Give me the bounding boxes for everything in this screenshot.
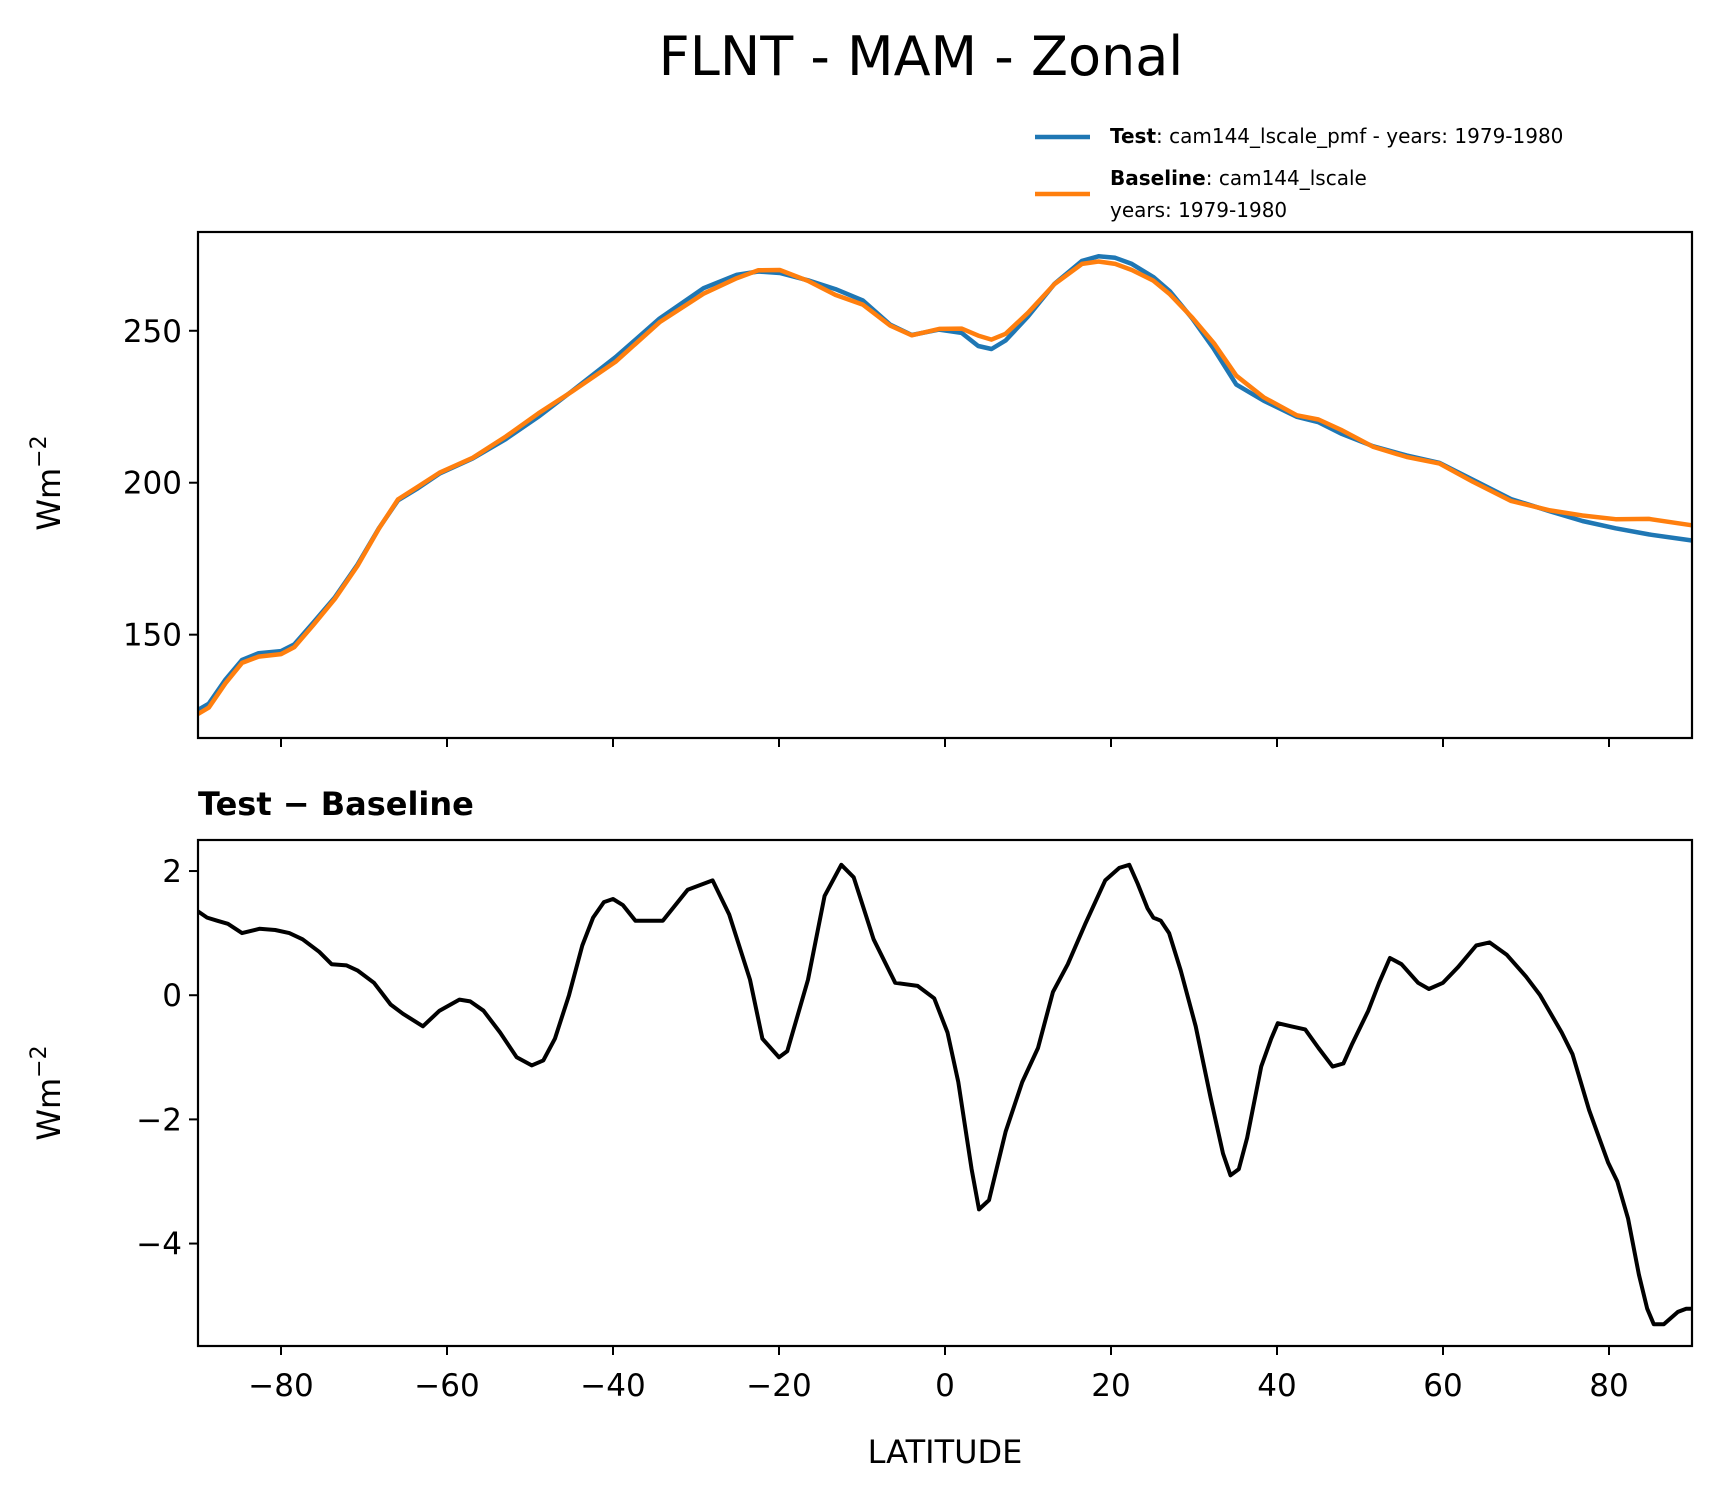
legend-baseline-label: Baseline: cam144_lscale [1110,166,1367,190]
y-tick-label: 200 [123,466,182,502]
top-ylabel-base: Wm [30,468,68,531]
x-tick-label: −60 [414,1368,479,1404]
x-tick-label: −20 [746,1368,811,1404]
legend-baseline-rest: : cam144_lscale [1206,166,1367,190]
x-tick-label: 40 [1257,1368,1296,1404]
y-tick-label: 250 [123,314,182,350]
y-tick-label: −4 [136,1227,182,1263]
x-tick-label: 80 [1589,1368,1628,1404]
legend-baseline-years: years: 1979-1980 [1110,198,1287,222]
axes-frame [196,838,1694,1348]
series-line-baseline [196,259,1693,716]
x-tick-label: 60 [1423,1368,1462,1404]
legend-baseline-bold: Baseline [1110,166,1206,190]
x-tick-label: −80 [248,1368,313,1404]
bottom-ylabel-exponent: −2 [27,1045,52,1077]
legend-test-label: Test: cam144_lscale_pmf - years: 1979-19… [1110,124,1563,148]
x-axis-label: LATITUDE [868,1433,1023,1471]
diff-subplot-title: Test − Baseline [198,785,474,823]
x-tick-label: 20 [1091,1368,1130,1404]
bottom-ylabel-base: Wm [30,1078,68,1141]
legend-test-rest: : cam144_lscale_pmf - years: 1979-1980 [1156,124,1563,148]
y-tick-label: 2 [162,854,182,890]
y-tick-label: 0 [162,978,182,1014]
legend: Test: cam144_lscale_pmf - years: 1979-19… [1035,124,1563,222]
top-ylabel: Wm−2 [27,435,68,530]
bottom-ylabel: Wm−2 [27,1045,68,1140]
legend-test-bold: Test [1110,124,1156,148]
top-ylabel-exponent: −2 [27,435,52,467]
figure-title: FLNT - MAM - Zonal [659,25,1184,88]
x-tick-label: −40 [580,1368,645,1404]
diff-axes: −80 −60 −40 −20 0 20 40 60 80−4−202 [136,838,1694,1404]
x-tick-label: 0 [935,1368,955,1404]
series-line-test-baseline [196,862,1692,1327]
top-axes: 150 200 250 [123,230,1694,747]
y-tick-label: 150 [123,618,182,654]
y-tick-label: −2 [136,1102,182,1138]
